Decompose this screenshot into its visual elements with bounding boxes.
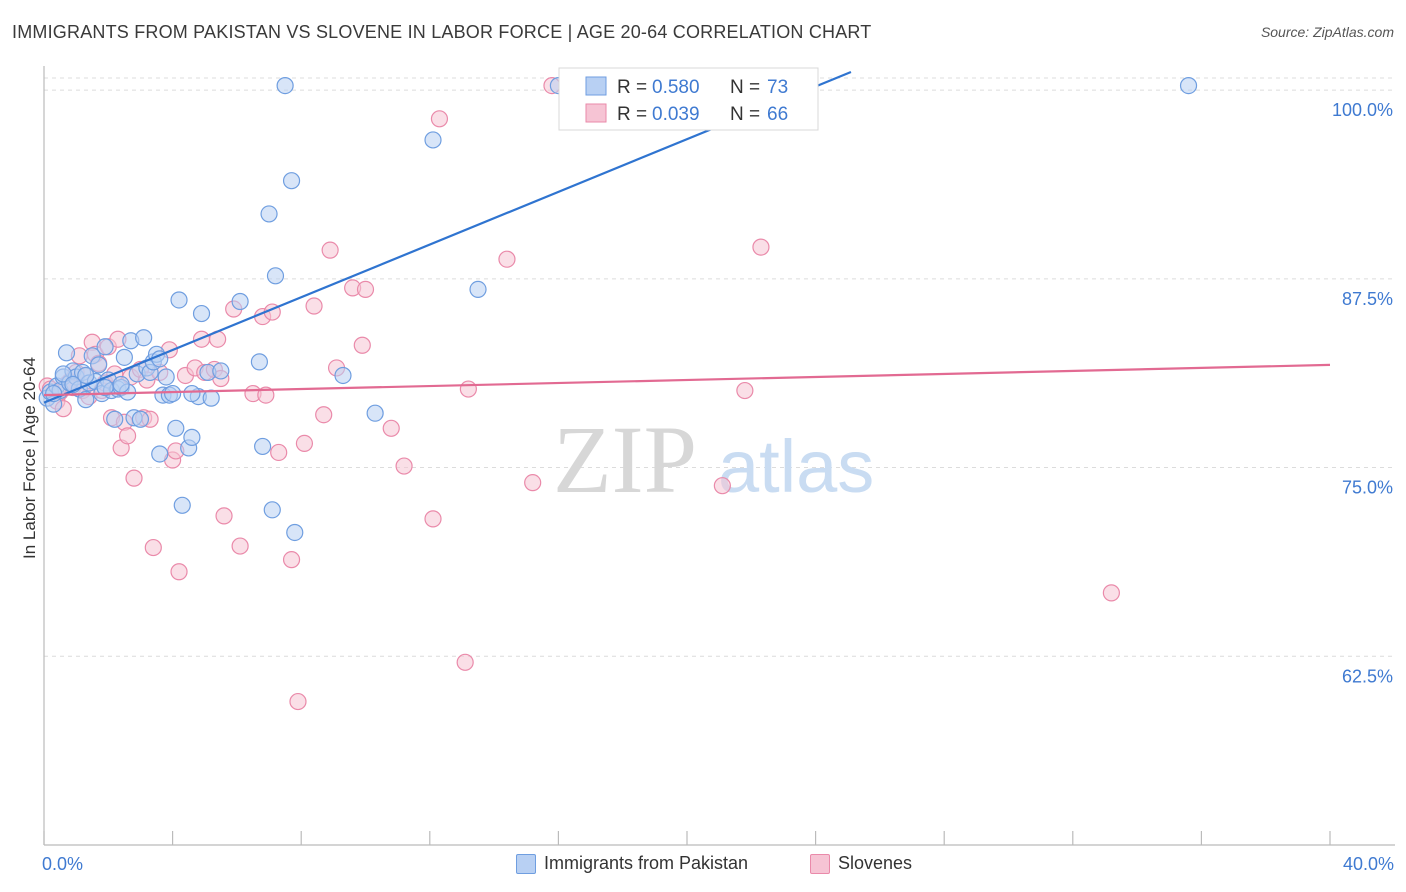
point-slovenes <box>430 110 449 128</box>
source-label: Source: ZipAtlas.com <box>1260 24 1394 40</box>
point-pakistan <box>263 501 281 519</box>
point-slovenes <box>459 380 477 398</box>
point-slovenes <box>215 507 233 525</box>
point-pakistan <box>282 172 301 190</box>
point-pakistan <box>276 76 294 95</box>
point-slovenes <box>270 443 288 462</box>
point-slovenes <box>524 474 542 492</box>
stats-r-label-2: R = <box>617 104 647 125</box>
point-slovenes <box>282 551 301 569</box>
point-pakistan <box>170 291 188 309</box>
point-pakistan <box>77 391 95 409</box>
point-pakistan <box>212 362 230 380</box>
point-slovenes <box>118 427 137 445</box>
point-slovenes <box>353 336 371 354</box>
legend-swatch-blue <box>516 853 536 874</box>
stats-n-label-2: N = <box>730 104 760 125</box>
point-pakistan <box>96 338 114 356</box>
point-pakistan <box>1179 76 1198 95</box>
point-pakistan <box>192 304 211 323</box>
stats-r-label-1: R = <box>617 77 647 98</box>
point-pakistan <box>286 523 304 542</box>
point-slovenes <box>321 241 339 259</box>
point-slovenes <box>257 386 275 404</box>
point-pakistan <box>54 365 72 383</box>
y-tick-label: 62.5% <box>1342 666 1393 686</box>
point-slovenes <box>1102 584 1120 602</box>
point-pakistan <box>202 389 220 407</box>
point-pakistan <box>77 366 95 385</box>
data-points <box>38 76 1198 711</box>
stats-n-label-1: N = <box>730 77 760 98</box>
point-pakistan <box>135 329 153 347</box>
point-pakistan <box>366 404 384 422</box>
point-slovenes <box>231 537 249 555</box>
point-slovenes <box>456 653 474 671</box>
watermark: ZIP atlas <box>553 406 874 513</box>
point-pakistan <box>173 496 191 514</box>
point-pakistan <box>164 384 182 403</box>
point-pakistan <box>254 437 272 456</box>
y-axis-label: In Labor Force | Age 20-64 <box>20 357 39 559</box>
point-pakistan <box>424 131 442 149</box>
point-pakistan <box>250 353 269 371</box>
point-slovenes <box>315 406 333 424</box>
point-slovenes <box>752 238 770 256</box>
point-pakistan <box>112 375 130 394</box>
legend-item-slovenes[interactable]: Slovenes <box>810 853 912 874</box>
stats-n-value-2: 66 <box>767 104 788 125</box>
point-pakistan <box>231 292 249 311</box>
watermark-zip: ZIP <box>553 406 697 513</box>
stats-legend: R = 0.580 N = 73 R = 0.039 N = 66 <box>558 67 819 131</box>
point-slovenes <box>713 477 731 495</box>
point-pakistan <box>469 280 487 299</box>
legend-item-pakistan[interactable]: Immigrants from Pakistan <box>516 853 748 874</box>
tick-labels: 100.0% 87.5% 75.0% 62.5% 0.0% 40.0% <box>42 100 1394 874</box>
stats-legend-swatch-pink <box>585 103 607 123</box>
y-tick-label: 75.0% <box>1342 478 1393 498</box>
point-slovenes <box>305 297 323 315</box>
watermark-atlas: atlas <box>718 425 874 508</box>
legend-label-slovenes: Slovenes <box>838 853 913 873</box>
point-slovenes <box>424 510 442 528</box>
y-tick-label: 100.0% <box>1332 100 1393 120</box>
legend-swatch-pink <box>810 853 830 874</box>
stats-n-value-1: 73 <box>767 77 788 98</box>
point-slovenes <box>395 457 413 475</box>
chart-title: IMMIGRANTS FROM PAKISTAN VS SLOVENE IN L… <box>12 22 872 42</box>
x-tick-label: 40.0% <box>1343 854 1394 874</box>
stats-legend-swatch-blue <box>585 76 607 96</box>
point-pakistan <box>183 384 201 403</box>
point-slovenes <box>736 381 754 400</box>
point-pakistan <box>57 344 76 362</box>
point-slovenes <box>125 469 143 487</box>
point-pakistan <box>334 366 352 385</box>
point-pakistan <box>167 419 185 437</box>
point-pakistan <box>131 410 150 428</box>
point-pakistan <box>90 356 108 374</box>
point-pakistan <box>266 267 285 285</box>
stats-r-value-1: 0.580 <box>652 77 700 98</box>
trend-line-slovenes <box>43 363 1331 397</box>
point-pakistan <box>106 410 124 428</box>
point-slovenes <box>498 250 516 268</box>
point-slovenes <box>382 419 400 437</box>
point-slovenes <box>170 563 188 581</box>
point-slovenes <box>144 538 162 557</box>
point-pakistan <box>260 205 278 223</box>
point-pakistan <box>96 378 114 397</box>
point-slovenes <box>289 692 307 711</box>
legend-label-pakistan: Immigrants from Pakistan <box>544 853 749 873</box>
point-pakistan <box>115 348 133 366</box>
axes <box>43 66 1395 846</box>
point-pakistan <box>151 445 169 463</box>
point-pakistan <box>157 368 175 386</box>
stats-r-value-2: 0.039 <box>652 104 700 125</box>
x-tick-label: 0.0% <box>42 854 83 874</box>
point-slovenes <box>356 280 375 299</box>
point-slovenes <box>295 434 314 453</box>
point-pakistan <box>183 428 201 446</box>
y-tick-label: 87.5% <box>1342 289 1393 309</box>
